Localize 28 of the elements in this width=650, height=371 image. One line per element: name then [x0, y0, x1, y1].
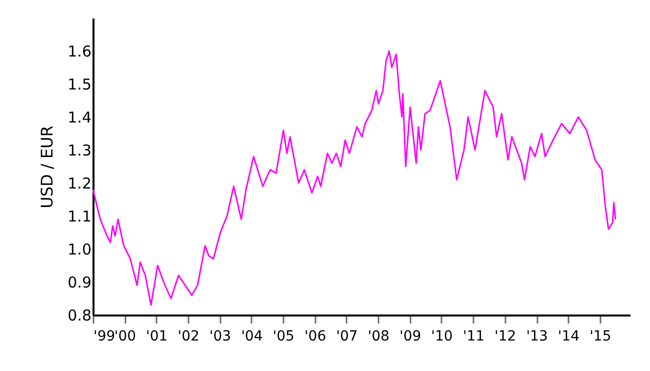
- y-tick-label: 0.9: [68, 274, 92, 292]
- y-tick-label: 1.2: [68, 174, 92, 192]
- x-tick-label: '06: [304, 328, 326, 344]
- x-tick-label: '05: [272, 328, 294, 344]
- line-series: [92, 50, 616, 306]
- y-tick-label: 1.4: [68, 108, 92, 126]
- y-axis-title: USD / EUR: [38, 126, 57, 208]
- y-tick-label: 0.8: [68, 306, 92, 324]
- x-tick-label: '11: [462, 328, 485, 344]
- x-tick-label: '00: [114, 328, 136, 344]
- x-tick-label: '08: [368, 328, 390, 344]
- y-tick-label: 1.3: [68, 142, 92, 160]
- x-tick-label: '12: [494, 328, 516, 344]
- y-tick-label: 1.1: [68, 208, 92, 226]
- y-tick-label: 1.5: [68, 76, 92, 94]
- y-tick-label: 1.0: [68, 240, 92, 258]
- x-tick-label: '09: [399, 328, 422, 344]
- x-tick-label: '01: [146, 328, 168, 344]
- x-tick-label: '02: [178, 328, 200, 344]
- x-tick-label: '14: [558, 328, 580, 344]
- x-tick-label: '04: [241, 328, 263, 344]
- x-tick-label: '15: [590, 328, 612, 344]
- y-tick-label: 1.6: [68, 42, 92, 60]
- x-tick-label: '13: [526, 328, 548, 344]
- x-tick-label: '99: [94, 328, 116, 344]
- x-tick-label: '03: [209, 328, 232, 344]
- x-tick-label: '10: [431, 328, 453, 344]
- x-tick-label: '07: [336, 328, 358, 344]
